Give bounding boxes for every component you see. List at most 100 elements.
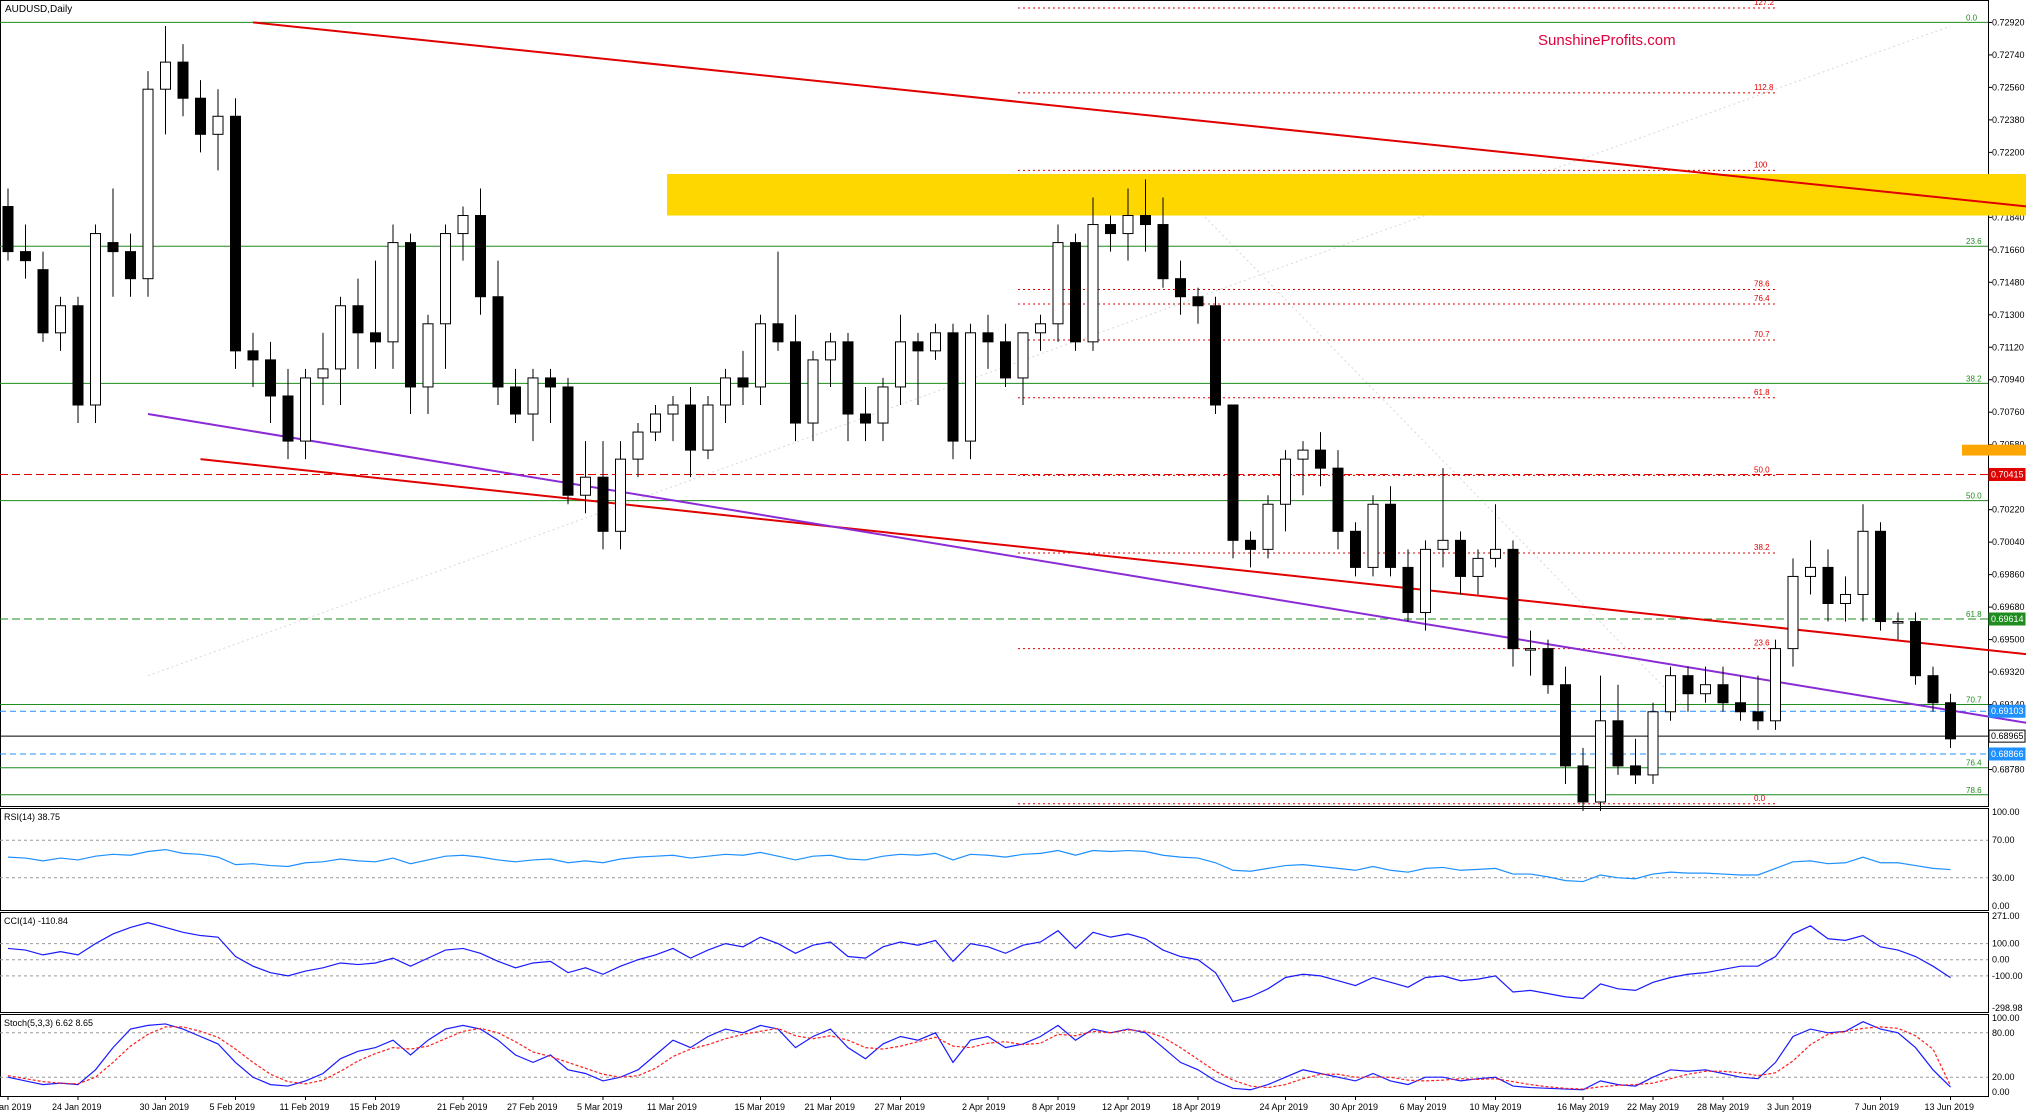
bullish-candle <box>1280 458 1291 505</box>
bearish-candle <box>1560 684 1571 767</box>
fib-dotted-label: 70.7 <box>1754 330 1770 339</box>
bullish-candle <box>650 413 661 433</box>
bearish-candle <box>1927 675 1939 704</box>
rsi-pane: 100.00 70.00 30.00 0.00 RSI(14) 38.75 <box>0 807 2020 911</box>
price-tick-label: 0.72740 <box>1992 50 2025 60</box>
bullish-candle <box>1472 557 1484 577</box>
fib-dotted-label: 50.0 <box>1754 465 1770 474</box>
bullish-candle <box>317 368 329 379</box>
bullish-candle <box>1052 242 1064 325</box>
indicator-tick-label: -100.00 <box>1992 971 2023 981</box>
price-tick-label: 0.72380 <box>1992 115 2025 125</box>
price-pane: 0.729200.727400.725600.723800.722000.720… <box>0 0 2026 812</box>
indicator-tick-label: 100.00 <box>1992 939 2020 949</box>
bearish-candle <box>1455 539 1466 577</box>
bullish-candle <box>1805 566 1816 577</box>
bullish-candle <box>422 323 434 388</box>
date-tick-label: 5 Feb 2019 <box>210 1102 256 1112</box>
bullish-candle <box>160 61 171 90</box>
bullish-candle <box>1490 548 1501 559</box>
bullish-candle <box>667 404 679 415</box>
bearish-candle <box>282 395 294 442</box>
bullish-candle <box>895 341 906 388</box>
date-axis: 18 Jan 2019 24 Jan 2019 30 Jan 2019 5 Feb 2… <box>0 1096 1974 1112</box>
bullish-candle <box>702 404 714 451</box>
bullish-candle <box>720 377 731 406</box>
bullish-candle <box>1087 224 1099 343</box>
fib-level-label: 23.6 <box>1966 237 1982 246</box>
price-tick-label: 0.72920 <box>1992 17 2025 27</box>
fib-level-label: 78.6 <box>1966 786 1982 795</box>
bullish-candle <box>807 359 819 424</box>
bearish-candle <box>1350 530 1361 568</box>
bullish-candle <box>1840 593 1851 605</box>
bearish-candle <box>2 206 14 253</box>
bearish-candle <box>860 413 871 424</box>
bearish-candle <box>1402 566 1414 614</box>
indicator-tick-label: 100.00 <box>1992 1013 2020 1023</box>
indicator-tick-label: 0.00 <box>1992 1087 2010 1097</box>
price-label-text: 0.68866 <box>1991 749 2024 759</box>
bullish-candle <box>877 386 889 424</box>
bearish-candle <box>1752 711 1764 722</box>
date-tick-label: 15 Feb 2019 <box>350 1102 401 1112</box>
price-label-text: 0.68965 <box>1991 731 2024 741</box>
bearish-candle <box>1210 305 1221 406</box>
bearish-candle <box>685 404 696 451</box>
bullish-candle <box>335 305 346 370</box>
price-label-text: 0.69103 <box>1991 706 2024 716</box>
date-tick-label: 11 Feb 2019 <box>280 1102 330 1112</box>
bullish-candle <box>1892 621 1904 624</box>
price-tick-label: 0.70760 <box>1992 407 2025 417</box>
indicator-series-line <box>7 1026 1952 1090</box>
bullish-candle <box>1122 215 1134 235</box>
date-tick-label: 21 Mar 2019 <box>805 1102 856 1112</box>
date-tick-label: 27 Mar 2019 <box>875 1102 926 1112</box>
bullish-candle <box>965 332 976 442</box>
bullish-candle <box>387 242 399 343</box>
bearish-candle <box>1245 539 1256 550</box>
indicator-series-line <box>7 848 1951 883</box>
bearish-candle <box>912 341 924 352</box>
bearish-candle <box>1577 765 1589 803</box>
purple-support-line <box>147 413 2026 724</box>
fib-level-label: 61.8 <box>1966 610 1982 619</box>
date-tick-label: 8 Apr 2019 <box>1032 1102 1076 1112</box>
date-tick-label: 10 May 2019 <box>1470 1102 1522 1112</box>
date-tick-label: 5 Mar 2019 <box>577 1102 623 1112</box>
fib-level-label: 70.7 <box>1966 696 1982 705</box>
indicator-tick-label: 30.00 <box>1992 873 2015 883</box>
date-tick-label: 16 May 2019 <box>1557 1102 1609 1112</box>
bullish-candle <box>1437 539 1449 550</box>
indicator-title: CCI(14) -110.84 <box>4 916 68 926</box>
date-tick-label: 13 Jun 2019 <box>1925 1102 1975 1112</box>
bearish-candle <box>982 332 994 343</box>
bearish-candle <box>510 386 521 415</box>
bearish-candle <box>842 341 854 415</box>
date-tick-label: 3 Jun 2019 <box>1767 1102 1812 1112</box>
bearish-candle <box>1315 449 1326 469</box>
fib-level-label: 50.0 <box>1966 492 1982 501</box>
fib-dotted-label: 127.2 <box>1754 0 1775 7</box>
fib-level-label: 0.0 <box>1966 13 1978 22</box>
bullish-candle <box>1017 332 1029 379</box>
bearish-candle <box>247 350 259 361</box>
date-tick-label: 18 Apr 2019 <box>1172 1102 1221 1112</box>
symbol-title: AUDUSD,Daily <box>5 4 72 15</box>
cci-pane: 271.00 100.00 0.00 -100.00 -298.98 CCI(14) -1… <box>0 911 2023 1013</box>
bearish-candle <box>1612 720 1624 767</box>
bearish-candle <box>475 215 486 298</box>
bearish-candle <box>370 332 381 343</box>
price-tick-label: 0.72560 <box>1992 82 2025 92</box>
indicator-tick-label: -298.98 <box>1992 1003 2023 1013</box>
indicator-title: RSI(14) 38.75 <box>4 812 60 822</box>
price-tick-label: 0.71660 <box>1992 245 2025 255</box>
bearish-candle <box>1717 684 1729 704</box>
price-label-text: 0.70415 <box>1991 469 2024 479</box>
date-tick-label: 12 Apr 2019 <box>1102 1102 1151 1112</box>
bearish-candle <box>1332 467 1344 532</box>
price-label-text: 0.69614 <box>1991 614 2024 624</box>
fib-dotted-label: 112.8 <box>1754 83 1774 92</box>
bullish-candle <box>1857 530 1869 595</box>
